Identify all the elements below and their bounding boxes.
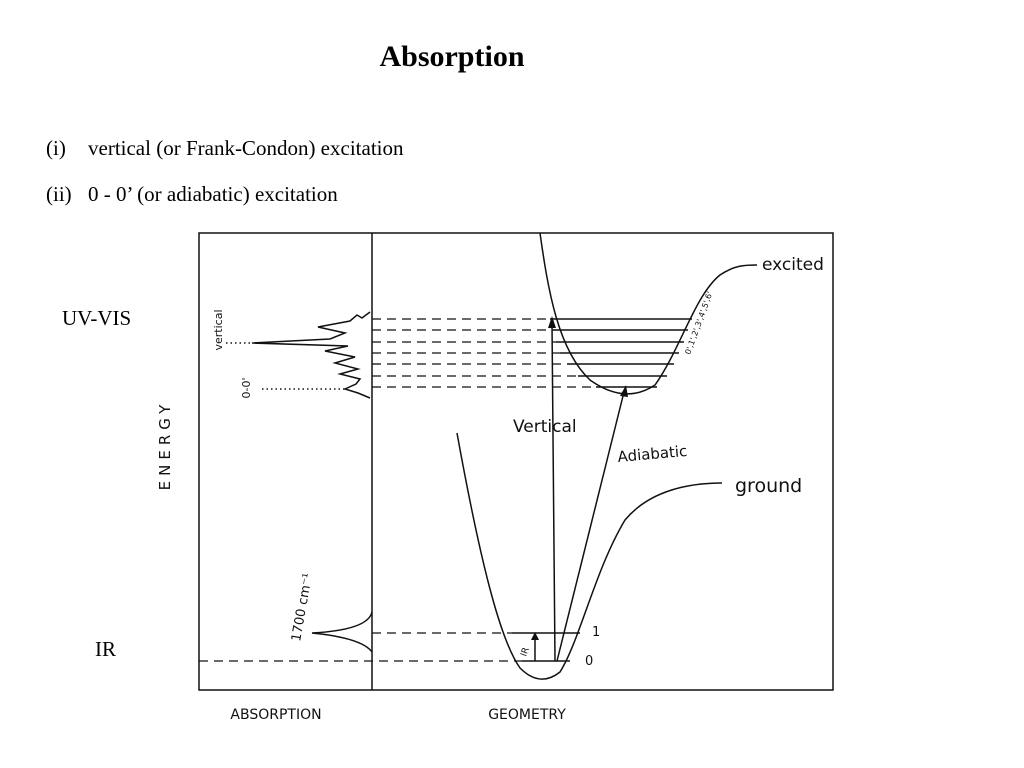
arrowhead [531,632,539,640]
axis-label: GEOMETRY [488,707,566,723]
arrow-label: Vertical [513,417,577,437]
level-label: 1 [592,625,600,640]
peak-label: vertical [212,309,225,350]
level-label: 0 [585,654,593,669]
arrowhead [548,316,556,328]
list-marker: (ii) [46,182,72,206]
frame [198,232,834,691]
arrow-label: Adiabatic [617,442,688,466]
curve-label: ground [735,475,802,497]
list-text: vertical (or Frank-Condon) excitation [88,136,404,160]
ground-curve [456,432,723,680]
curve-label: excited [762,255,824,275]
peak-label: 1700 cm⁻¹ [289,572,316,643]
axis-label: ABSORPTION [230,707,321,723]
excited-levels [372,318,692,388]
side-label: UV-VIS [62,306,131,330]
ir-spectrum [311,611,373,653]
peak-label: 0-0' [240,378,253,399]
uv-spectrum [251,311,371,399]
title: Absorption [379,40,524,73]
list-marker: (i) [46,136,66,160]
excited-curve [539,232,758,395]
list-text: 0 - 0’ (or adiabatic) excitation [88,182,338,206]
arrow-label: IR [519,646,531,658]
side-label: IR [95,637,116,661]
axis-label: ENERGY [156,400,174,491]
arrowhead [620,385,628,397]
diagram: ENERGY ABSORPTION GEOMETRY excited groun… [156,232,834,723]
